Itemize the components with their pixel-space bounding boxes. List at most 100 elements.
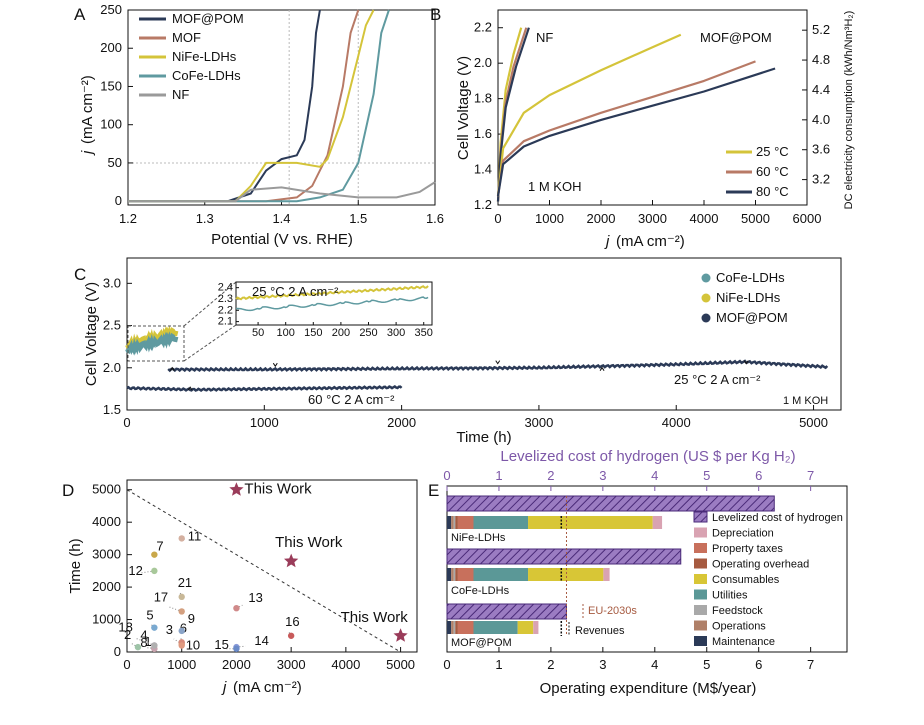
- y-tick-label: 3.0: [103, 275, 121, 290]
- panel-c-frame: [126, 257, 842, 411]
- opex-seg-utilities: [473, 568, 529, 581]
- ref-label-1: 1: [144, 634, 151, 649]
- inset-series-cofe: [235, 296, 429, 312]
- panel-c-label-25: 25 °C 2 A cm⁻²: [674, 372, 761, 387]
- y-tick-label: 1.2: [474, 197, 492, 212]
- panel-a-ticks: 1.2 1.3 1.4 1.5 1.6 0 50 100 150 200 250: [100, 2, 444, 226]
- panel-c-zoom-line-top: [183, 281, 237, 327]
- ref-point-17: [178, 608, 185, 615]
- ref-label-14: 14: [254, 633, 268, 648]
- ref-label-18: 18: [118, 620, 132, 635]
- x-tick-label: 7: [807, 657, 814, 672]
- legend-label: Depreciation: [712, 528, 774, 540]
- y-tick-label: 100: [100, 117, 122, 132]
- panel-e-label: E: [428, 481, 439, 500]
- legend-label: CoFe-LDHs: [716, 270, 785, 285]
- panel-c-koh-text: 1 M KOH: [783, 395, 828, 407]
- x-tick-label: 2000: [587, 211, 616, 226]
- panel-e-cat-mof: MOF@POM: [451, 637, 512, 649]
- x-tick-label: 4000: [331, 657, 360, 672]
- legend-label: CoFe-LDHs: [172, 68, 241, 83]
- ref-point-5: [151, 624, 158, 631]
- panel-a-legend: MOF@POM MOF NiFe-LDHs CoFe-LDHs NF: [139, 11, 244, 102]
- opex-seg-consumables: [528, 516, 653, 529]
- inset-y-tick-label: 2.4: [218, 282, 233, 294]
- x-tick-label: 4000: [690, 211, 719, 226]
- y-tick-label: 4000: [92, 514, 121, 529]
- inset-x-tick-label: 50: [252, 327, 264, 339]
- legend-swatch: [694, 574, 707, 584]
- ref-leader: [136, 638, 155, 646]
- panel-a-series: [128, 9, 436, 203]
- panel-b-legend: 25 °C 60 °C 80 °C: [726, 144, 789, 199]
- panel-a-xlabel: Potential (V vs. RHE): [211, 231, 353, 248]
- event-arrowhead: [495, 360, 501, 365]
- x-tick-label: 0: [494, 211, 501, 226]
- inset-x-tick-label: 100: [277, 327, 295, 339]
- top-tick-label: 5: [703, 468, 710, 483]
- opex-seg-utilities: [473, 621, 518, 634]
- panel-c-ticks: 0 1000 2000 3000 4000 5000 1.5 2.0 2.5 3.0: [103, 275, 828, 430]
- series-mof-pom-60-c: [496, 60, 756, 197]
- top-tick-label: 2: [547, 468, 554, 483]
- ref-point-9: [178, 627, 185, 635]
- panel-b-nf-text: NF: [536, 30, 553, 45]
- panel-d-ticks: 0 1000 2000 3000 4000 5000 0 1000 2000 3000 4000 50…: [92, 482, 415, 672]
- ref-label-16: 16: [285, 614, 299, 629]
- y-tick-label: 2.0: [474, 55, 492, 70]
- ref-label-4: 4: [140, 628, 147, 643]
- inset-y-tick-label: 2.2: [218, 304, 233, 316]
- ref-point-10: [178, 642, 185, 649]
- x-tick-label: 3: [599, 657, 606, 672]
- panel-b-series: [496, 27, 776, 202]
- legend-label: Property taxes: [712, 543, 783, 555]
- inset-y-tick-label: 2.3: [218, 293, 233, 305]
- panel-b-xlabel-j: j: [604, 233, 610, 250]
- panel-b-ylabel: Cell Voltage (V): [455, 56, 472, 160]
- y-tick-label: 200: [100, 40, 122, 55]
- legend-label: Operations: [712, 621, 766, 633]
- x-tick-label: 6000: [793, 211, 822, 226]
- ref-label-3: 3: [166, 622, 173, 637]
- this-work-star: [229, 482, 244, 496]
- legend-swatch: [694, 527, 707, 538]
- legend-label: MOF: [172, 30, 201, 45]
- legend-label: Consumables: [712, 574, 780, 586]
- ref-label-9: 9: [188, 611, 195, 626]
- panel-b-ylabel-group: Cell Voltage (V): [455, 56, 472, 160]
- opex-seg-utilities: [473, 516, 529, 529]
- panel-e-ticks: 0 1 2 3 4 5 6 7 0 1 2 3 4 5 6 7: [443, 468, 814, 672]
- legend-swatch: [694, 636, 707, 646]
- ref-label-12: 12: [128, 563, 142, 578]
- ref-label-8: 8: [140, 635, 147, 650]
- legend-label: Levelized cost of hydrogen: [712, 512, 843, 524]
- panel-c-label: C: [74, 265, 86, 284]
- panel-b-y2label-group: DC electricity consumption (kWh/Nm³H₂): [843, 11, 855, 210]
- y2-tick-label: 3.2: [812, 172, 830, 187]
- ref-point-18: [151, 642, 158, 649]
- panel-c-label-60: 60 °C 2 A cm⁻²: [308, 392, 395, 407]
- legend-marker: [701, 273, 711, 283]
- panel-e-bars: [446, 495, 775, 636]
- opex-seg-operating-overhead: [455, 516, 458, 529]
- legend-label: Utilities: [712, 590, 748, 602]
- y-tick-label: 1.5: [103, 402, 121, 417]
- panel-c-series: [125, 325, 829, 393]
- y-tick-label: 2.5: [103, 318, 121, 333]
- panel-b-ticks: 0 1000 2000 3000 4000 5000 6000 1.2 1.4 1.6 1.8 2.0…: [474, 20, 830, 226]
- top-tick-label: 4: [651, 468, 658, 483]
- series-cofe-ldhs: [125, 331, 179, 356]
- panel-c-zoom-line-bottom: [183, 324, 237, 362]
- x-tick-label: 2000: [387, 415, 416, 430]
- panel-d-xlabel: j (mA cm⁻²): [221, 679, 302, 696]
- legend-label: Feedstock: [712, 605, 763, 617]
- series-nife-ldhs: [128, 9, 375, 203]
- panel-e-legend: Levelized cost of hydrogen Depreciation Pr…: [693, 511, 843, 648]
- panel-d-frame: [126, 479, 418, 653]
- legend-swatch: [693, 511, 708, 523]
- opex-seg-maintenance: [447, 516, 452, 529]
- panel-c-arrows: [169, 360, 749, 391]
- legend-swatch: [694, 620, 707, 631]
- panel-a-ylabel: j (mA cm⁻²): [79, 75, 96, 156]
- ref-point-21: [178, 593, 185, 601]
